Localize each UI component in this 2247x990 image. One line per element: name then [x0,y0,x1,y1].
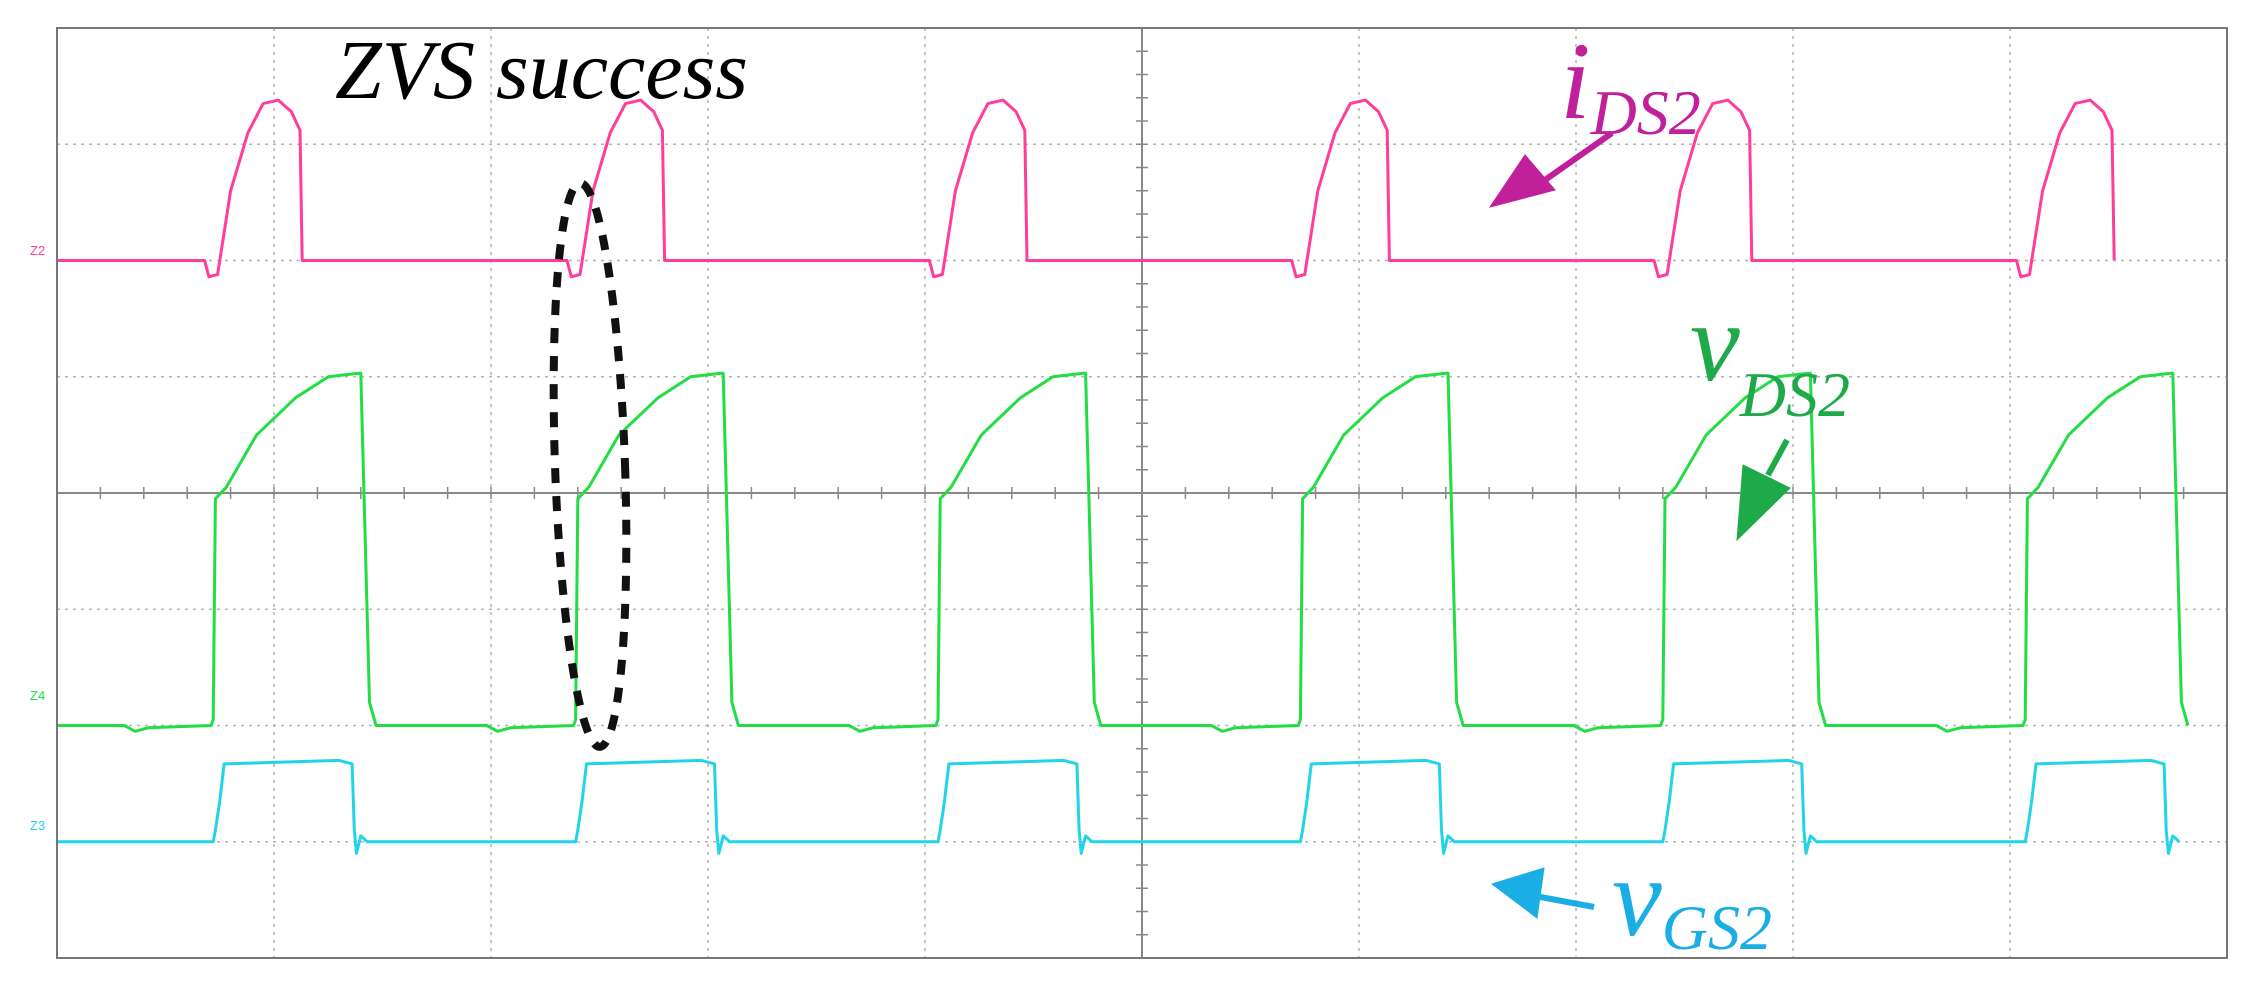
channel-marker-ids2: Z2 [30,243,45,258]
series-label-vds2: vDS2 [1690,281,1850,430]
channel-marker-vds2: Z4 [30,688,45,703]
series-label-vgs2-main: v [1612,836,1662,960]
arrow-to-vds2 [1736,438,1791,542]
series-label-vds2-main: v [1690,281,1740,405]
zvs-success-annotation: ZVS success [335,24,748,117]
waveform-traces [57,98,2190,855]
series-label-vgs2: vGS2 [1612,836,1772,963]
series-label-vds2-sub: DS2 [1739,359,1850,430]
channel-marker-vgs2: Z3 [30,818,45,833]
trace-ids2 [57,98,2116,279]
trace-vds2 [57,371,2190,733]
zvs-highlight-ellipse [549,179,631,751]
arrow-to-ids2 [1488,130,1614,208]
arrow-to-vgs2 [1490,867,1595,919]
trace-vgs2 [57,758,2181,855]
series-label-vgs2-sub: GS2 [1662,892,1772,963]
plot-frame [56,27,2228,959]
series-label-ids2-main: i [1560,20,1591,142]
